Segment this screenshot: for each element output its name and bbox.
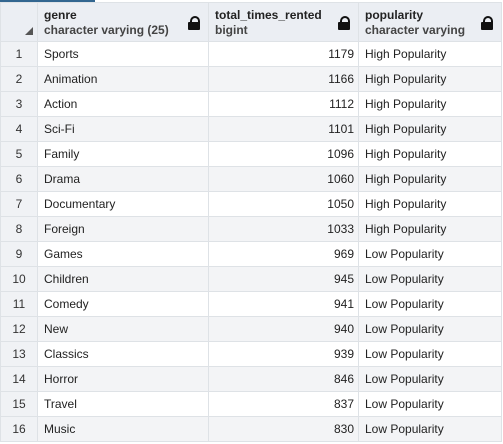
row-number[interactable]: 15 — [0, 391, 38, 417]
cell-popularity[interactable]: High Popularity — [358, 66, 502, 92]
cell-total-times-rented[interactable]: 1060 — [208, 166, 359, 192]
cell-genre[interactable]: Animation — [37, 66, 209, 92]
row-number[interactable]: 13 — [0, 341, 38, 367]
lock-icon — [338, 16, 350, 30]
cell-popularity[interactable]: Low Popularity — [358, 391, 502, 417]
cell-total-times-rented[interactable]: 1112 — [208, 91, 359, 117]
cell-popularity[interactable]: High Popularity — [358, 91, 502, 117]
row-number[interactable]: 4 — [0, 116, 38, 142]
row-number[interactable]: 5 — [0, 141, 38, 167]
cell-genre[interactable]: Music — [37, 416, 209, 442]
cell-popularity[interactable]: Low Popularity — [358, 366, 502, 392]
cell-total-times-rented[interactable]: 940 — [208, 316, 359, 342]
cell-genre[interactable]: Classics — [37, 341, 209, 367]
cell-genre[interactable]: Sports — [37, 41, 209, 67]
cell-total-times-rented[interactable]: 1050 — [208, 191, 359, 217]
table-row[interactable]: 10 Children 945 Low Popularity — [0, 266, 502, 292]
table-row[interactable]: 3 Action 1112 High Popularity — [0, 91, 502, 117]
cell-popularity[interactable]: Low Popularity — [358, 341, 502, 367]
row-number[interactable]: 3 — [0, 91, 38, 117]
lock-icon — [481, 16, 493, 30]
column-header-total-times-rented[interactable]: total_times_rented bigint — [208, 2, 359, 42]
cell-popularity[interactable]: High Popularity — [358, 141, 502, 167]
cell-genre[interactable]: Horror — [37, 366, 209, 392]
column-type: bigint — [215, 23, 248, 37]
column-header-genre[interactable]: genre character varying (25) — [37, 2, 209, 42]
cell-genre[interactable]: Comedy — [37, 291, 209, 317]
row-number[interactable]: 16 — [0, 416, 38, 442]
active-tab-indicator — [0, 0, 95, 2]
row-number[interactable]: 14 — [0, 366, 38, 392]
cell-total-times-rented[interactable]: 1096 — [208, 141, 359, 167]
cell-total-times-rented[interactable]: 830 — [208, 416, 359, 442]
cell-genre[interactable]: Action — [37, 91, 209, 117]
cell-total-times-rented[interactable]: 969 — [208, 241, 359, 267]
cell-genre[interactable]: Family — [37, 141, 209, 167]
cell-popularity[interactable]: High Popularity — [358, 191, 502, 217]
cell-popularity[interactable]: Low Popularity — [358, 266, 502, 292]
column-name: total_times_rented — [215, 8, 322, 22]
table-row[interactable]: 13 Classics 939 Low Popularity — [0, 341, 502, 367]
cell-total-times-rented[interactable]: 837 — [208, 391, 359, 417]
table-body: 1 Sports 1179 High Popularity 2 Animation 1166… — [0, 41, 502, 442]
row-number[interactable]: 9 — [0, 241, 38, 267]
cell-popularity[interactable]: High Popularity — [358, 41, 502, 67]
table-row[interactable]: 16 Music 830 Low Popularity — [0, 416, 502, 442]
cell-total-times-rented[interactable]: 1166 — [208, 66, 359, 92]
row-number[interactable]: 10 — [0, 266, 38, 292]
table-row[interactable]: 7 Documentary 1050 High Popularity — [0, 191, 502, 217]
cell-total-times-rented[interactable]: 1179 — [208, 41, 359, 67]
cell-genre[interactable]: Sci-Fi — [37, 116, 209, 142]
cell-genre[interactable]: New — [37, 316, 209, 342]
cell-total-times-rented[interactable]: 939 — [208, 341, 359, 367]
column-header-popularity[interactable]: popularity character varying — [358, 2, 502, 42]
table-row[interactable]: 11 Comedy 941 Low Popularity — [0, 291, 502, 317]
row-number[interactable]: 7 — [0, 191, 38, 217]
row-number[interactable]: 11 — [0, 291, 38, 317]
row-number[interactable]: 8 — [0, 216, 38, 242]
cell-popularity[interactable]: Low Popularity — [358, 241, 502, 267]
cell-genre[interactable]: Drama — [37, 166, 209, 192]
cell-genre[interactable]: Children — [37, 266, 209, 292]
row-number[interactable]: 12 — [0, 316, 38, 342]
column-type: character varying — [365, 23, 466, 37]
sort-triangle-icon — [25, 27, 33, 35]
table-row[interactable]: 9 Games 969 Low Popularity — [0, 241, 502, 267]
cell-genre[interactable]: Travel — [37, 391, 209, 417]
table-row[interactable]: 5 Family 1096 High Popularity — [0, 141, 502, 167]
column-name: popularity — [365, 8, 424, 22]
cell-popularity[interactable]: Low Popularity — [358, 316, 502, 342]
cell-genre[interactable]: Documentary — [37, 191, 209, 217]
cell-popularity[interactable]: High Popularity — [358, 116, 502, 142]
table-row[interactable]: 15 Travel 837 Low Popularity — [0, 391, 502, 417]
table-row[interactable]: 4 Sci-Fi 1101 High Popularity — [0, 116, 502, 142]
table-row[interactable]: 6 Drama 1060 High Popularity — [0, 166, 502, 192]
select-all-corner[interactable] — [0, 2, 38, 42]
header-row: genre character varying (25) total_times… — [0, 2, 502, 42]
table-row[interactable]: 14 Horror 846 Low Popularity — [0, 366, 502, 392]
cell-total-times-rented[interactable]: 945 — [208, 266, 359, 292]
cell-popularity[interactable]: Low Popularity — [358, 291, 502, 317]
cell-total-times-rented[interactable]: 846 — [208, 366, 359, 392]
cell-popularity[interactable]: High Popularity — [358, 216, 502, 242]
cell-total-times-rented[interactable]: 1033 — [208, 216, 359, 242]
table-row[interactable]: 12 New 940 Low Popularity — [0, 316, 502, 342]
row-number[interactable]: 1 — [0, 41, 38, 67]
table-row[interactable]: 2 Animation 1166 High Popularity — [0, 66, 502, 92]
cell-total-times-rented[interactable]: 1101 — [208, 116, 359, 142]
table-row[interactable]: 8 Foreign 1033 High Popularity — [0, 216, 502, 242]
cell-genre[interactable]: Foreign — [37, 216, 209, 242]
cell-popularity[interactable]: High Popularity — [358, 166, 502, 192]
cell-genre[interactable]: Games — [37, 241, 209, 267]
cell-total-times-rented[interactable]: 941 — [208, 291, 359, 317]
lock-icon — [188, 16, 200, 30]
cell-popularity[interactable]: Low Popularity — [358, 416, 502, 442]
table-row[interactable]: 1 Sports 1179 High Popularity — [0, 41, 502, 67]
row-number[interactable]: 6 — [0, 166, 38, 192]
column-type: character varying (25) — [44, 23, 169, 37]
row-number[interactable]: 2 — [0, 66, 38, 92]
column-name: genre — [44, 8, 77, 22]
